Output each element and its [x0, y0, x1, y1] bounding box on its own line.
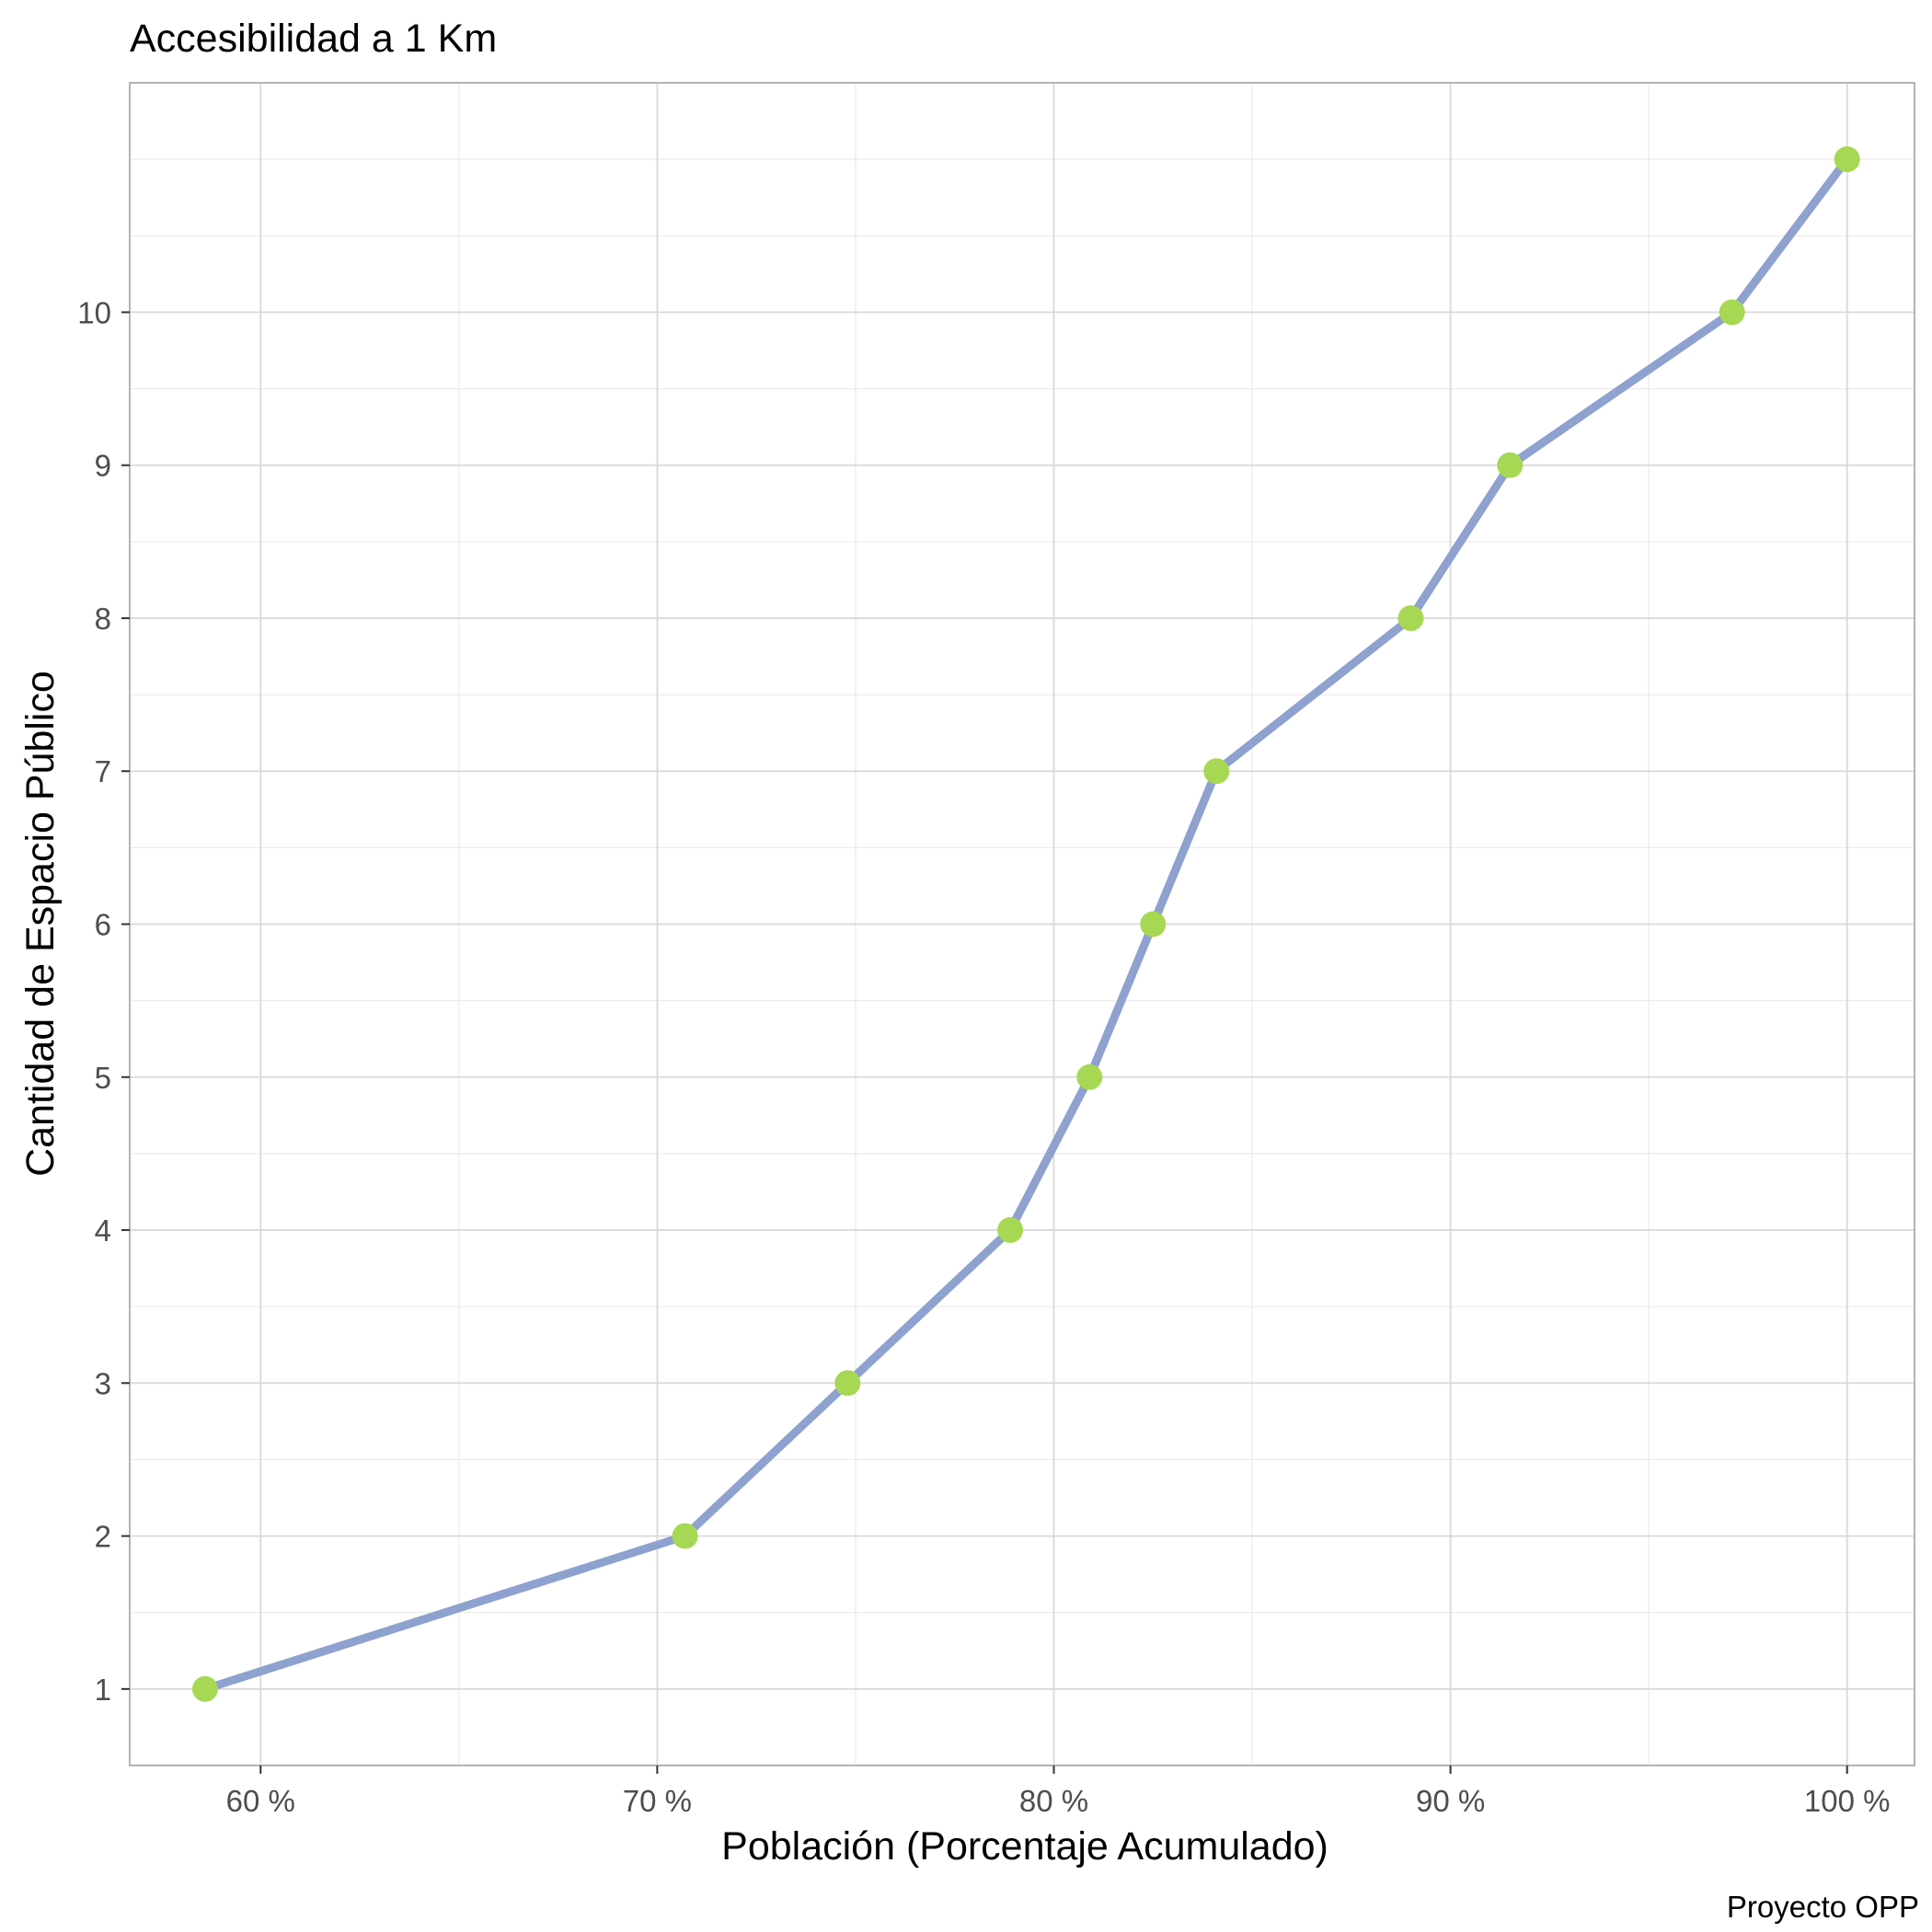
y-tick-label: 3: [95, 1366, 111, 1400]
x-tick-label: 60 %: [226, 1784, 295, 1818]
y-axis-ticks: 1 2 3 4 5 6 7 8 9 10: [77, 295, 130, 1707]
series-layer: [191, 146, 1860, 1702]
x-tick-label: 80 %: [1019, 1784, 1088, 1818]
x-tick-label: 90 %: [1416, 1784, 1485, 1818]
y-tick-label: 8: [95, 602, 111, 636]
data-point: [1140, 911, 1167, 937]
x-tick-label: 100 %: [1804, 1784, 1891, 1818]
y-tick-label: 1: [95, 1673, 111, 1707]
x-axis-ticks: 60 % 70 % 80 % 90 % 100 %: [226, 1765, 1891, 1818]
x-axis-title: Población (Porcentaje Acumulado): [721, 1824, 1328, 1869]
chart-caption: Proyecto OPP: [1727, 1890, 1919, 1924]
data-point: [191, 1675, 218, 1702]
y-tick-label: 5: [95, 1061, 111, 1095]
major-grid: [130, 83, 1915, 1765]
data-point: [672, 1523, 698, 1549]
y-tick-label: 2: [95, 1520, 111, 1554]
data-point: [1834, 146, 1860, 173]
data-point: [1397, 604, 1424, 631]
y-tick-label: 6: [95, 908, 111, 942]
y-tick-label: 7: [95, 754, 111, 788]
data-point: [1076, 1064, 1103, 1090]
data-point: [1203, 758, 1230, 785]
y-tick-label: 4: [95, 1213, 111, 1248]
data-point: [997, 1217, 1024, 1244]
x-tick-label: 70 %: [623, 1784, 692, 1818]
y-axis-title: Cantidad de Espacio Público: [18, 671, 63, 1177]
data-point: [1497, 452, 1524, 478]
data-point: [834, 1370, 861, 1397]
chart-title: Accesibilidad a 1 Km: [130, 17, 497, 61]
data-point: [1719, 299, 1745, 326]
y-tick-label: 9: [95, 449, 111, 483]
y-tick-label: 10: [77, 295, 111, 329]
